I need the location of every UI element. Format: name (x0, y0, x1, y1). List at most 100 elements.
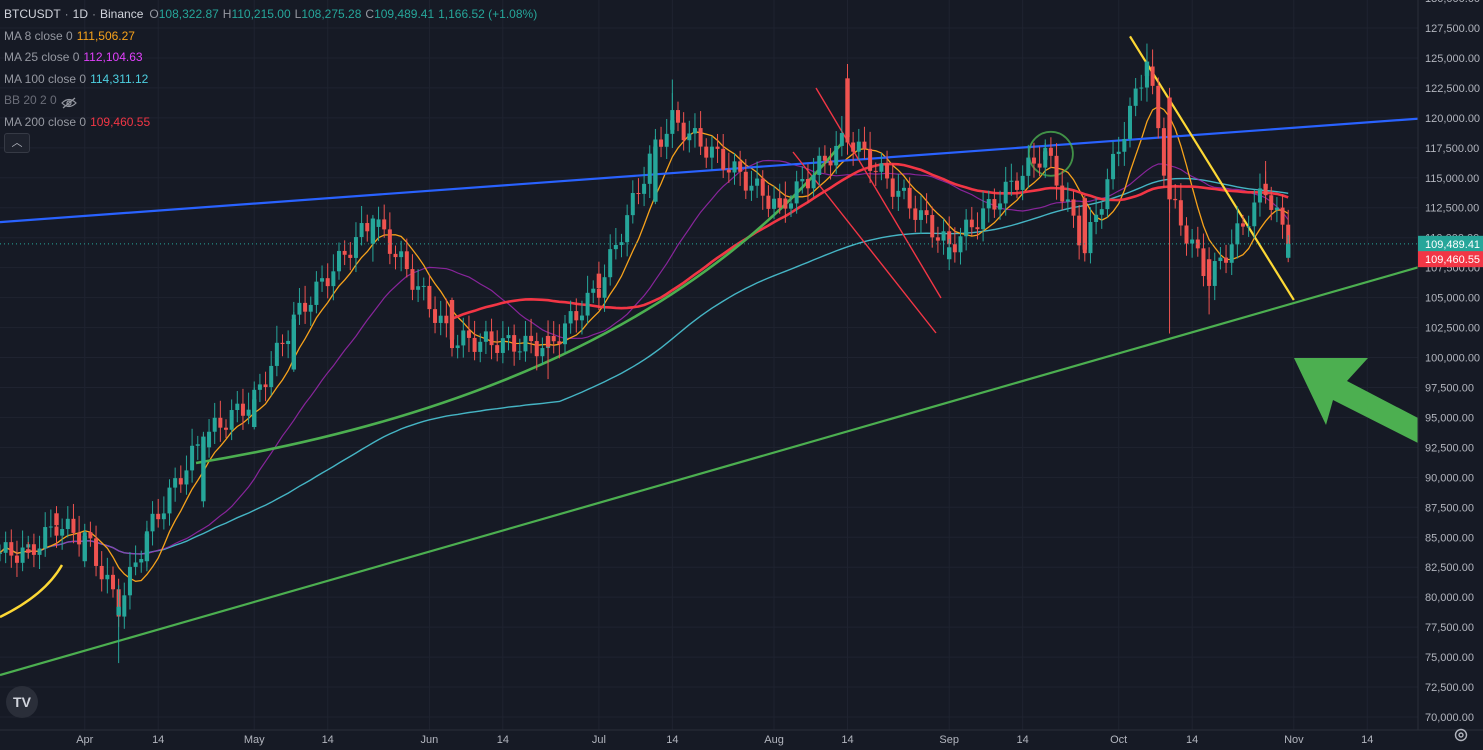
candle-body (964, 219, 969, 237)
candle-body (653, 146, 658, 202)
price-tick-label: 72,500.00 (1425, 682, 1474, 694)
candle-body (246, 409, 251, 416)
candle-body (1122, 138, 1127, 152)
candle-body (303, 302, 308, 312)
candle-body (551, 335, 556, 342)
price-tick-label: 75,000.00 (1425, 652, 1474, 664)
candle-body (517, 351, 522, 353)
candle-body (263, 384, 268, 388)
indicator-ma25[interactable]: MA 25 close 0 112,104.63 (4, 47, 537, 69)
candle-body (370, 218, 376, 244)
arrow-icon (1294, 358, 1418, 443)
price-tick-label: 70,000.00 (1425, 712, 1474, 724)
candle-body (94, 538, 99, 566)
eye-off-icon[interactable] (60, 95, 77, 109)
tradingview-logo[interactable]: TV (6, 686, 38, 718)
time-axis[interactable]: Apr 14 May 14 Jun 14 Jul 14 Aug 14 Sep 14 Oct 14 Nov 14 (0, 729, 1483, 746)
candle-body (280, 342, 285, 345)
indicator-ma8[interactable]: MA 8 close 0 111,506.27 (4, 26, 537, 48)
candle-body (65, 518, 70, 530)
candle-body (1246, 226, 1251, 228)
candle-body (845, 78, 850, 138)
candle-body (1060, 185, 1065, 202)
indicator-ma200[interactable]: MA 200 close 0 109,460.55 (4, 112, 537, 134)
candle-body (636, 192, 641, 194)
indicator-ma100[interactable]: MA 100 close 0 114,311.12 (4, 69, 537, 91)
candlestick-series (0, 43, 1291, 664)
candle-body (1026, 157, 1031, 176)
candle-body (664, 133, 669, 147)
candle-body (924, 210, 929, 216)
symbol-header[interactable]: BTCUSDT · 1D · Binance O 108,322.87 H 110,… (4, 4, 537, 26)
time-tick-label: 14 (666, 734, 678, 746)
candle-body (794, 181, 799, 204)
candle-body (1178, 200, 1183, 226)
settings-gear-icon[interactable] (1453, 727, 1469, 743)
exchange-name: Binance (100, 7, 144, 21)
interval[interactable]: 1D (72, 7, 89, 21)
candle-body (563, 323, 567, 345)
candle-body (591, 288, 596, 293)
price-tick-label: 120,000.00 (1425, 113, 1480, 125)
candle-body (986, 199, 991, 209)
time-tick-label: 14 (152, 734, 164, 746)
candle-body (529, 335, 534, 342)
change-value: 1,166.52 (+1.08%) (438, 7, 538, 21)
candle-body (173, 478, 178, 488)
candle-body (947, 247, 952, 260)
candle-body (1212, 261, 1217, 286)
candle-body (1173, 198, 1178, 201)
candle-body (54, 526, 59, 536)
price-tick-label: 115,000.00 (1425, 173, 1479, 185)
candle-body (167, 487, 172, 514)
candle-body (337, 250, 341, 272)
candle-body (913, 208, 918, 220)
candle-body (376, 219, 381, 227)
candle-body (331, 271, 336, 287)
chevron-up-icon: ︿ (11, 137, 23, 149)
candle-body (161, 513, 166, 520)
candle-body (269, 365, 274, 388)
trendline-1 (0, 263, 1430, 677)
candle-body (82, 536, 87, 562)
last-price-tag-label: 109,489.41 (1425, 239, 1480, 251)
candle-body (1274, 207, 1279, 210)
price-tick-label: 77,500.00 (1425, 622, 1474, 634)
candle-body (190, 445, 195, 471)
time-tick-label: Jul (592, 734, 606, 746)
candle-body (676, 110, 680, 123)
candle-body (789, 203, 793, 209)
candle-body (862, 141, 867, 149)
candle-body (935, 237, 940, 241)
candle-body (596, 273, 602, 289)
symbol-name[interactable]: BTCUSDT (4, 7, 61, 21)
candle-body (291, 319, 296, 370)
candle-body (500, 338, 505, 353)
candle-body (111, 574, 115, 590)
candle-body (585, 292, 590, 316)
time-tick-label: Sep (939, 734, 959, 746)
candle-body (359, 223, 364, 238)
candle-body (1286, 243, 1291, 258)
ma8-line (0, 105, 1289, 582)
candle-body (1043, 151, 1048, 160)
price-tick-label: 82,500.00 (1425, 562, 1474, 574)
candle-body (602, 277, 607, 298)
candle-body (709, 146, 714, 158)
price-tick-label: 95,000.00 (1425, 412, 1474, 424)
candle-body (1184, 225, 1189, 244)
candle-body (738, 161, 743, 172)
candle-body (1139, 87, 1144, 89)
indicator-label: MA 200 close 0 (4, 114, 87, 129)
legend-collapse-button[interactable]: ︿ (4, 133, 30, 153)
candle-body (777, 198, 782, 208)
candle-body (704, 146, 709, 158)
candle-body (416, 286, 421, 290)
indicator-bb[interactable]: BB 20 2 0 (4, 90, 537, 112)
candle-body (1195, 239, 1200, 249)
candle-body (726, 169, 731, 173)
candle-body (1116, 151, 1121, 154)
indicator-label: MA 25 close 0 (4, 50, 80, 64)
